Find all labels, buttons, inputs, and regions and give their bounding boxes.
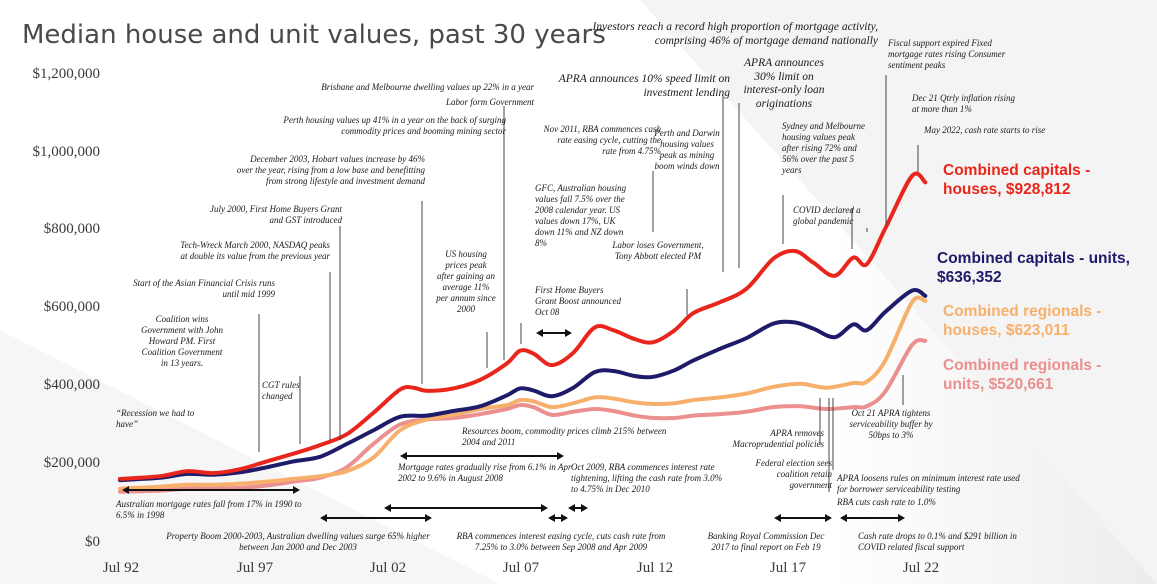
annotation: Property Boom 2000-2003, Australian dwel… bbox=[166, 531, 430, 552]
arrow-head bbox=[581, 504, 588, 512]
y-tick-label: $0 bbox=[85, 534, 100, 550]
y-tick-label: $600,000 bbox=[43, 299, 100, 315]
arrow-head bbox=[774, 514, 781, 522]
x-tick-label: Jul 12 bbox=[636, 560, 674, 576]
annotation: US housing prices peak after gaining an … bbox=[436, 249, 496, 314]
annotation: Oct 21 APRA tightens serviceability buff… bbox=[849, 408, 933, 440]
y-tick-label: $200,000 bbox=[43, 455, 100, 471]
annotation: First Home Buyers Grant Boost announced … bbox=[535, 285, 621, 317]
annotation: Nov 2011, RBA commences cash rate easing… bbox=[543, 124, 661, 156]
annotation: December 2003, Hobart values increase by… bbox=[236, 154, 425, 186]
arrow-head bbox=[898, 514, 905, 522]
annotation: Banking Royal Commission Dec 2017 to fin… bbox=[707, 531, 825, 552]
annotation: GFC, Australian housing values fall 7.5%… bbox=[535, 183, 627, 248]
annotation: APRA announces 30% limit on interest-onl… bbox=[743, 57, 825, 110]
series-line-regional-units bbox=[118, 337, 928, 494]
chart-title: Median house and unit values, past 30 ye… bbox=[22, 20, 606, 50]
arrow-head bbox=[557, 452, 564, 460]
annotation: Resources boom, commodity prices climb 2… bbox=[462, 426, 667, 447]
series-line-houses bbox=[118, 171, 928, 481]
arrow-head bbox=[548, 514, 555, 522]
annotation: Dec 21 Qtrly inflation rising at more th… bbox=[912, 93, 1015, 114]
annotation: Labor loses Government, Tony Abbott elec… bbox=[612, 240, 704, 261]
arrow-head bbox=[561, 514, 568, 522]
x-tick-label: Jul 22 bbox=[902, 560, 940, 576]
series-line-units bbox=[118, 288, 928, 483]
annotation: COVID declared a global pandemic bbox=[793, 205, 861, 226]
y-tick-label: $1,200,000 bbox=[32, 66, 101, 82]
arrow-head bbox=[293, 486, 300, 494]
annotation: CGT rules changed bbox=[262, 380, 300, 401]
arrow-head bbox=[825, 514, 832, 522]
annotation: Cash rate drops to 0.1% and $291 billion… bbox=[858, 531, 1017, 552]
arrow-head bbox=[320, 514, 327, 522]
annotation: RBA cuts cash rate to 1.0% bbox=[837, 497, 936, 507]
annotation: Federal election sees coalition retain g… bbox=[755, 458, 832, 490]
x-tick-label: Jul 17 bbox=[769, 560, 807, 576]
y-tick-label: $1,000,000 bbox=[32, 144, 101, 160]
annotation: Perth and Darwin housing values peak as … bbox=[654, 128, 720, 171]
arrow-head bbox=[400, 452, 407, 460]
annotation: RBA commences interest easing cycle, cut… bbox=[456, 531, 666, 552]
annotation: Investors reach a record high proportion… bbox=[592, 21, 878, 47]
y-tick-label: $800,000 bbox=[43, 221, 100, 237]
arrow-head bbox=[122, 486, 129, 494]
series-label-capital-units: Combined capitals - units, $636,352 bbox=[937, 250, 1130, 286]
annotation: APRA announces 10% speed limit on invest… bbox=[558, 73, 730, 99]
arrow-head bbox=[840, 514, 847, 522]
annotation: July 2000, First Home Buyers Grant and G… bbox=[210, 204, 342, 225]
x-tick-label: Jul 97 bbox=[236, 560, 274, 576]
annotation: Tech-Wreck March 2000, NASDAQ peaks at d… bbox=[180, 240, 330, 261]
annotation: Brisbane and Melbourne dwelling values u… bbox=[321, 82, 534, 92]
annotation: Fiscal support expired Fixed mortgage ra… bbox=[888, 38, 1006, 70]
x-tick-label: Jul 07 bbox=[502, 560, 540, 576]
arrow-head bbox=[384, 504, 391, 512]
annotation: May 2022, cash rate starts to rise bbox=[924, 125, 1046, 135]
annotation: APRA removes Macroprudential policies bbox=[732, 428, 824, 449]
y-tick-label: $400,000 bbox=[43, 377, 100, 393]
annotation: Perth housing values up 41% in a year on… bbox=[283, 115, 506, 136]
arrow-head bbox=[536, 329, 543, 337]
annotation: APRA loosens rules on minimum interest r… bbox=[837, 473, 1020, 494]
annotation: Sydney and Melbourne housing values peak… bbox=[782, 121, 865, 175]
series-label-regional-units: Combined regionals - units, $520,661 bbox=[943, 357, 1102, 393]
series-label-regional-houses: Combined regionals - houses, $623,011 bbox=[943, 303, 1102, 339]
annotation: Coalition wins Government with John Howa… bbox=[141, 314, 223, 368]
arrow-head bbox=[568, 504, 575, 512]
x-tick-label: Jul 92 bbox=[102, 560, 140, 576]
annotation: Oct 2009, RBA commences interest rate ti… bbox=[571, 462, 723, 494]
arrow-head bbox=[541, 504, 548, 512]
series-line-regional-houses bbox=[118, 295, 928, 491]
annotation: Australian mortgage rates fall from 17% … bbox=[116, 499, 302, 520]
series-label-capital-houses: Combined capitals - houses, $928,812 bbox=[943, 162, 1091, 198]
annotation: “Recession we had to have” bbox=[116, 408, 195, 429]
annotation: Mortgage rates gradually rise from 6.1% … bbox=[398, 462, 572, 483]
x-tick-label: Jul 02 bbox=[369, 560, 407, 576]
arrow-head bbox=[425, 514, 432, 522]
annotation: Labor form Government bbox=[446, 97, 534, 107]
arrow-head bbox=[565, 329, 572, 337]
annotation: Start of the Asian Financial Crisis runs… bbox=[133, 278, 275, 299]
